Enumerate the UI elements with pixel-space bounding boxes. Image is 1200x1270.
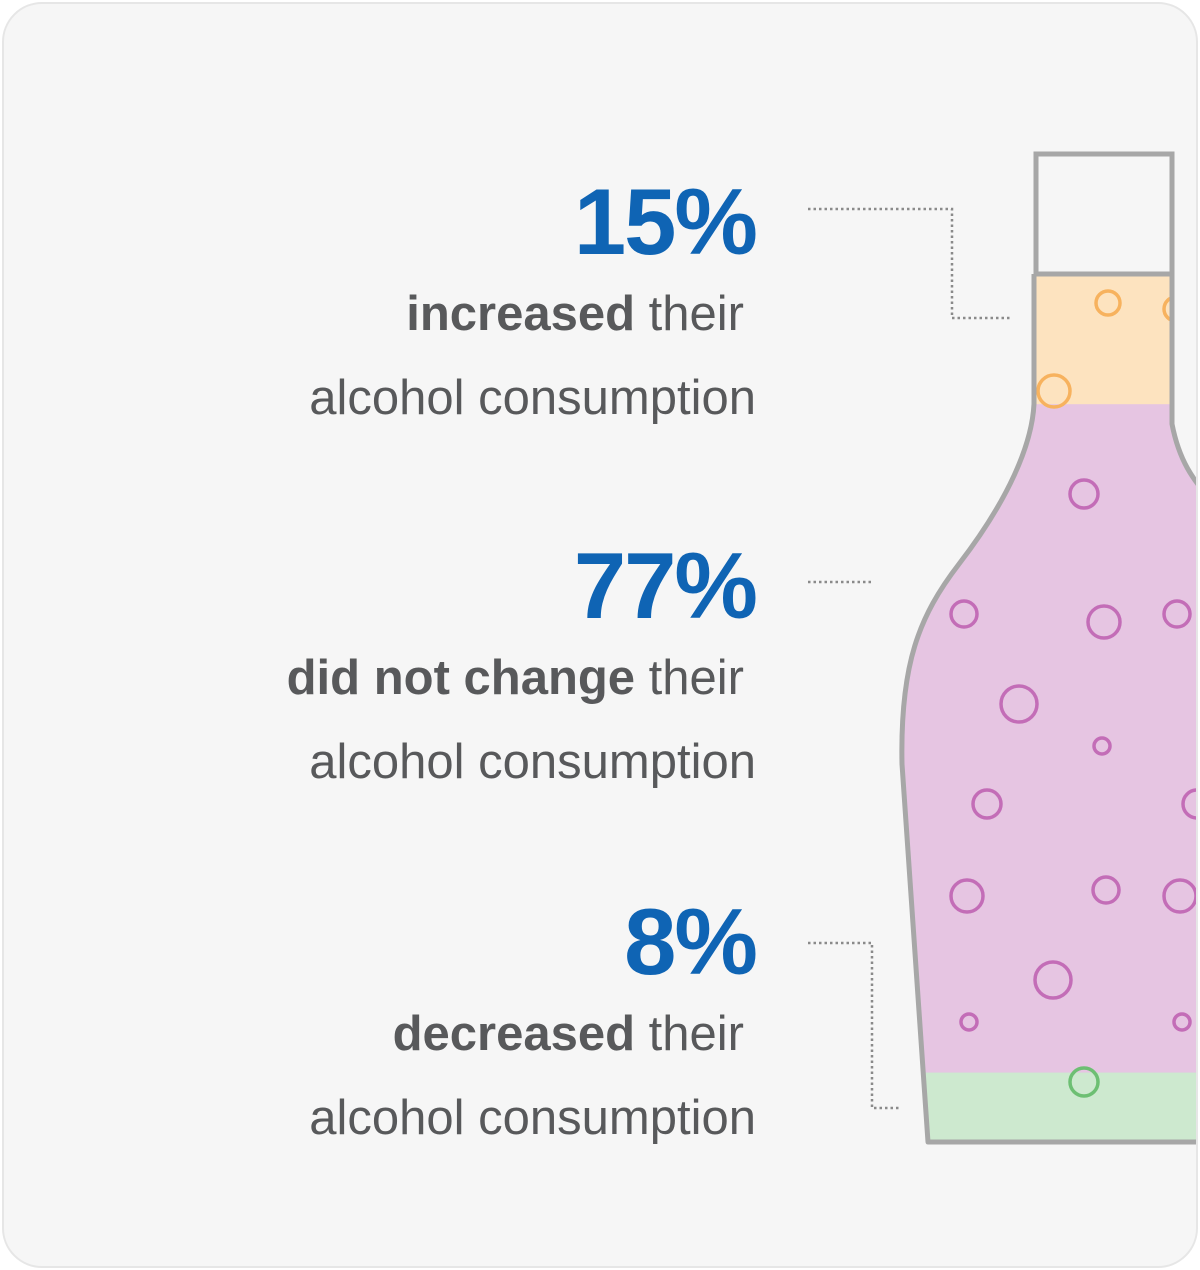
bottle-chart xyxy=(808,151,1196,1145)
bubble-increased xyxy=(1094,289,1122,317)
label-increased-line1: increased their xyxy=(56,272,756,356)
bubble-unchanged xyxy=(1033,960,1073,1000)
bubble-unchanged xyxy=(1162,878,1196,914)
bubble-unchanged xyxy=(1181,788,1196,820)
bubble-unchanged xyxy=(1068,478,1100,510)
bottle-outline xyxy=(899,151,1196,1145)
stat-increased: 15% increased their alcohol consumption xyxy=(56,169,758,440)
bottle-right-outline xyxy=(1169,274,1196,486)
bubble-unchanged xyxy=(1092,736,1112,756)
value-decreased: 8% xyxy=(624,889,758,994)
bubble-decreased xyxy=(1068,1066,1100,1098)
fill-unchanged xyxy=(901,404,1196,1074)
label-increased-rest: their xyxy=(635,287,744,341)
fill-decreased xyxy=(901,1072,1196,1142)
label-decreased-line2: alcohol consumption xyxy=(309,1091,756,1145)
bubble-unchanged xyxy=(949,878,985,914)
stat-unchanged: 77% did not change their alcohol consump… xyxy=(56,533,758,804)
value-increased: 15% xyxy=(573,169,758,274)
leader-line-decreased xyxy=(808,941,900,1110)
bottle-fill-group xyxy=(901,274,1196,1142)
label-unchanged-rest: their xyxy=(635,651,744,705)
stat-decreased: 8% decreased their alcohol consumption xyxy=(56,889,758,1160)
bubble-unchanged xyxy=(971,788,1003,820)
bubble-unchanged xyxy=(1162,599,1192,629)
leader-lines xyxy=(808,207,1012,1110)
bubble-unchanged xyxy=(949,599,979,629)
bubble-unchanged xyxy=(999,684,1039,724)
bubble-unchanged xyxy=(1172,1012,1192,1032)
label-decreased-bold: decreased xyxy=(392,1007,636,1061)
leader-line-increased xyxy=(808,207,1012,320)
label-unchanged-bold: did not change xyxy=(286,651,636,705)
label-unchanged-line1: did not change their xyxy=(56,636,756,720)
label-decreased-line1: decreased their xyxy=(56,992,756,1076)
bubble-unchanged xyxy=(959,1012,979,1032)
bubble-increased xyxy=(1036,373,1072,409)
bubble-unchanged xyxy=(1174,424,1194,444)
label-increased-bold: increased xyxy=(406,287,636,341)
bubbles-group xyxy=(949,289,1196,1098)
label-unchanged-line2: alcohol consumption xyxy=(309,735,756,789)
label-increased-line2: alcohol consumption xyxy=(309,371,756,425)
bottle-cap xyxy=(1033,151,1175,277)
bottle-left-outline xyxy=(899,274,1196,1145)
bubble-unchanged xyxy=(1091,875,1121,905)
label-decreased-rest: their xyxy=(635,1007,744,1061)
value-unchanged: 77% xyxy=(573,533,758,638)
bubble-unchanged xyxy=(1086,604,1122,640)
